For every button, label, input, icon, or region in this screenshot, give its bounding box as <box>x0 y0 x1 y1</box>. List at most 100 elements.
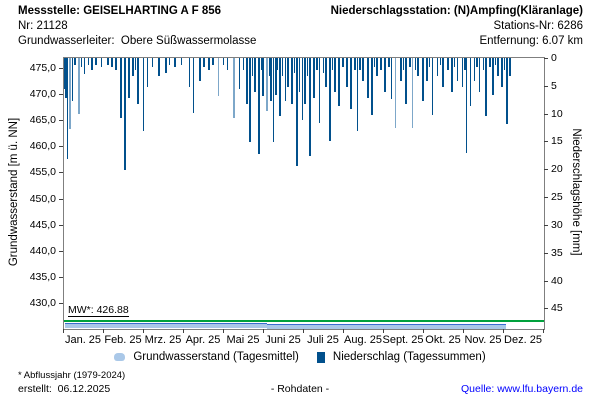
x-tick-label: Sept. 25 <box>382 334 424 346</box>
x-tick-label: Aug. 25 <box>344 334 382 346</box>
y-left-tick-label: 465,0 <box>29 114 56 127</box>
precip-bar <box>188 58 191 87</box>
precip-bar <box>362 58 364 82</box>
precip-bar <box>359 58 361 71</box>
precip-bar <box>78 58 80 115</box>
precip-bar <box>380 58 382 71</box>
groundwater-legend-marker <box>114 353 126 361</box>
y-left-tick <box>59 68 63 69</box>
y-left-tick <box>59 94 63 96</box>
precip-bar <box>275 58 277 96</box>
x-tick <box>263 329 264 333</box>
header-row-1: Messstelle: GEISELHARTING A F 856 Nieder… <box>18 5 583 17</box>
precip-bar <box>246 58 248 104</box>
precip-bar <box>331 58 334 71</box>
precip-bar <box>501 58 503 87</box>
precip-bar <box>400 58 402 82</box>
precip-bar <box>417 58 419 76</box>
precip-bar <box>367 58 369 98</box>
precip-bar <box>63 58 66 90</box>
precip-bar <box>394 58 397 128</box>
precip-bar <box>268 58 271 76</box>
y-right-tick <box>544 169 548 171</box>
precip-bar <box>107 58 109 65</box>
precip-bar <box>80 58 83 68</box>
rohdaten-label: - Rohdaten - <box>270 383 330 395</box>
precip-bar <box>66 58 69 160</box>
y-left-tick <box>59 172 63 174</box>
grundwasserleiter: Grundwasserleiter: Obere Süßwassermolass… <box>18 35 257 47</box>
x-tick-label: Apr. 25 <box>185 334 221 346</box>
precip-bar <box>411 58 414 128</box>
precip-bar <box>266 58 268 112</box>
precip-bar <box>482 58 485 71</box>
y-left-tick-label: 470,0 <box>29 88 56 101</box>
precip-bar <box>137 58 139 104</box>
precip-bar <box>494 58 497 65</box>
y-right-tick-label: 25 <box>551 191 563 204</box>
precip-bar <box>426 58 428 82</box>
y-right-tick <box>544 113 548 115</box>
precip-bar <box>346 58 348 87</box>
precip-bar <box>91 58 93 71</box>
precip-bar <box>168 58 171 65</box>
legend: Grundwasserstand (Tagesmittel) Niedersch… <box>0 351 600 363</box>
precip-bar <box>373 58 376 68</box>
x-tick <box>63 329 64 333</box>
precip-bar <box>251 58 254 76</box>
plot-area: MW*: 426.88 <box>63 57 545 330</box>
y-left-tick <box>59 250 63 252</box>
precip-bar <box>473 58 476 82</box>
precip-bar <box>506 58 508 125</box>
created-date: erstellt: 06.12.2025 <box>18 383 111 395</box>
entfernung: Entfernung: 6.07 km <box>479 35 583 47</box>
precip-bar <box>409 58 411 68</box>
mw-annotation-text: MW*: 426.88 <box>68 304 129 318</box>
precip-bar <box>71 58 74 102</box>
precip-bar <box>298 58 301 93</box>
x-tick-label: Feb. 25 <box>104 334 142 346</box>
precip-bar <box>489 58 491 68</box>
source-link[interactable]: Quelle: www.lfu.bayern.de <box>461 383 583 395</box>
y-right-tick <box>544 58 548 59</box>
precip-bar <box>151 58 154 68</box>
precip-bar <box>325 58 327 87</box>
precip-bar <box>350 58 352 110</box>
precip-bar <box>260 58 263 71</box>
y-left-tick <box>59 120 63 122</box>
precip-bar <box>74 58 76 65</box>
x-tick-label: Mai 25 <box>226 334 260 346</box>
precip-bar <box>414 58 417 71</box>
precip-bar <box>453 58 456 68</box>
y-right-tick <box>544 252 548 254</box>
y-right-tick-label: 45 <box>551 302 563 315</box>
precip-bar <box>199 58 201 82</box>
precip-bar <box>222 58 225 65</box>
precip-bar <box>174 58 176 68</box>
y-right-tick-label: 20 <box>551 163 563 176</box>
precip-bar <box>329 58 331 141</box>
x-tick <box>503 329 504 333</box>
precip-bar <box>95 58 97 65</box>
precip-bar <box>203 58 205 68</box>
groundwater-band <box>266 323 471 329</box>
y-right-tick <box>544 85 548 87</box>
precip-bar <box>65 58 67 98</box>
x-tick-label: Okt. 25 <box>425 334 461 346</box>
precip-bar <box>465 58 468 154</box>
precip-bar <box>428 58 431 68</box>
x-tick-label: Juli 25 <box>307 334 339 346</box>
precip-bar <box>212 58 214 65</box>
precip-bar <box>132 58 134 76</box>
precip-bar <box>276 58 279 71</box>
y-right-tick-label: 0 <box>551 52 557 64</box>
precip-bar <box>316 58 318 71</box>
precip-bar <box>226 58 229 71</box>
precip-bar <box>165 58 167 73</box>
y-right-tick-label: 35 <box>551 246 563 259</box>
precip-bar <box>87 58 90 65</box>
precip-bar <box>318 58 321 123</box>
precip-bar <box>180 58 183 65</box>
precip-bar <box>497 58 499 76</box>
precip-bar <box>402 58 405 71</box>
